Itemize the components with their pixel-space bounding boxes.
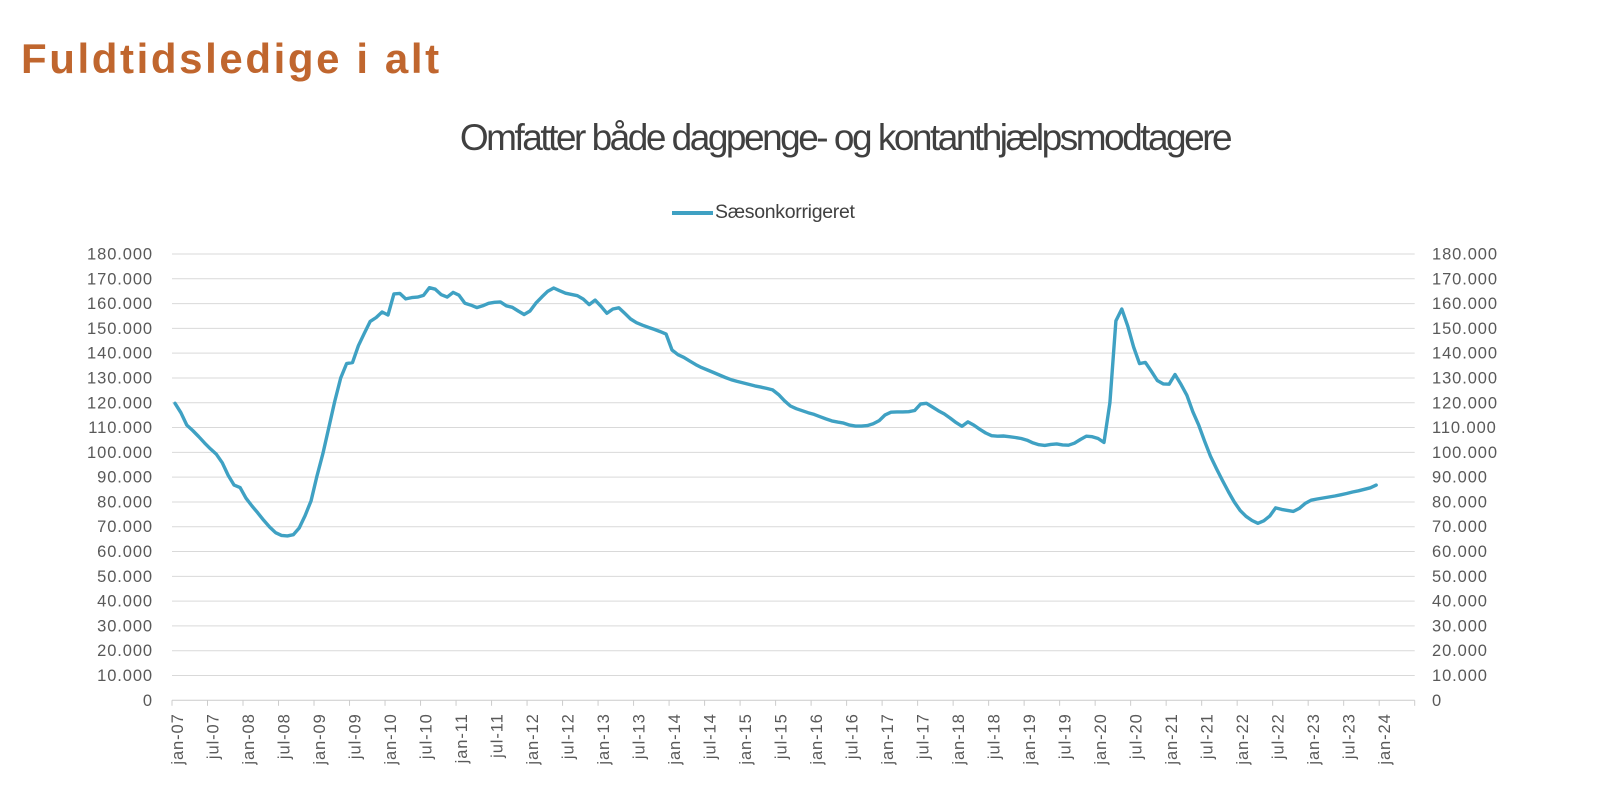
svg-text:170.000: 170.000	[87, 270, 153, 288]
svg-text:60.000: 60.000	[1432, 543, 1488, 561]
svg-text:50.000: 50.000	[97, 568, 153, 586]
svg-text:0: 0	[143, 692, 153, 710]
svg-text:jan-14: jan-14	[666, 713, 684, 765]
svg-text:130.000: 130.000	[1432, 370, 1498, 388]
svg-text:jul-18: jul-18	[986, 713, 1004, 760]
svg-text:jan-13: jan-13	[595, 713, 613, 765]
svg-text:110.000: 110.000	[88, 419, 153, 437]
svg-text:30.000: 30.000	[97, 617, 153, 635]
svg-text:jul-10: jul-10	[418, 713, 436, 760]
svg-text:90.000: 90.000	[97, 469, 153, 487]
svg-text:150.000: 150.000	[87, 320, 153, 338]
svg-text:40.000: 40.000	[97, 593, 153, 611]
svg-text:jul-14: jul-14	[702, 713, 720, 760]
svg-text:jan-07: jan-07	[169, 713, 187, 765]
svg-text:jan-22: jan-22	[1234, 713, 1252, 765]
svg-text:40.000: 40.000	[1432, 593, 1488, 611]
svg-text:jul-07: jul-07	[205, 713, 223, 760]
svg-text:jul-22: jul-22	[1270, 713, 1288, 760]
svg-text:jul-13: jul-13	[631, 713, 649, 760]
svg-text:jul-11: jul-11	[489, 713, 507, 759]
svg-text:jul-12: jul-12	[560, 713, 578, 760]
svg-text:jan-11: jan-11	[453, 713, 471, 764]
svg-text:jan-24: jan-24	[1376, 713, 1394, 765]
svg-text:jul-20: jul-20	[1128, 713, 1146, 760]
svg-text:jan-23: jan-23	[1305, 713, 1323, 765]
svg-text:jan-20: jan-20	[1092, 713, 1110, 765]
svg-text:30.000: 30.000	[1432, 617, 1488, 635]
svg-text:jan-17: jan-17	[879, 713, 897, 765]
svg-text:150.000: 150.000	[1432, 320, 1498, 338]
svg-text:180.000: 180.000	[87, 246, 153, 264]
svg-text:100.000: 100.000	[87, 444, 153, 462]
svg-text:70.000: 70.000	[1432, 518, 1488, 536]
svg-text:50.000: 50.000	[1432, 568, 1488, 586]
svg-text:160.000: 160.000	[87, 295, 153, 313]
svg-text:90.000: 90.000	[1432, 469, 1488, 487]
svg-text:20.000: 20.000	[97, 642, 153, 660]
svg-text:jan-15: jan-15	[737, 713, 755, 765]
svg-text:jan-18: jan-18	[950, 713, 968, 765]
svg-text:jul-17: jul-17	[915, 713, 933, 760]
svg-text:140.000: 140.000	[1432, 345, 1498, 363]
svg-text:80.000: 80.000	[1432, 493, 1488, 511]
svg-text:160.000: 160.000	[1432, 295, 1498, 313]
svg-text:170.000: 170.000	[1432, 270, 1498, 288]
svg-text:jul-21: jul-21	[1199, 713, 1217, 760]
svg-text:jul-09: jul-09	[347, 713, 365, 760]
svg-text:jul-15: jul-15	[773, 713, 791, 760]
svg-text:jan-08: jan-08	[240, 713, 258, 765]
svg-text:120.000: 120.000	[87, 394, 153, 412]
svg-text:180.000: 180.000	[1432, 246, 1498, 264]
svg-text:10.000: 10.000	[97, 667, 153, 685]
svg-text:jan-12: jan-12	[524, 713, 542, 765]
svg-text:20.000: 20.000	[1432, 642, 1488, 660]
svg-text:80.000: 80.000	[97, 493, 153, 511]
svg-text:jan-21: jan-21	[1163, 713, 1181, 765]
svg-text:jul-19: jul-19	[1057, 713, 1075, 760]
svg-text:jan-16: jan-16	[808, 713, 826, 765]
svg-text:10.000: 10.000	[1432, 667, 1488, 685]
svg-text:jan-19: jan-19	[1021, 713, 1039, 765]
svg-text:130.000: 130.000	[87, 370, 153, 388]
svg-text:60.000: 60.000	[97, 543, 153, 561]
svg-text:jan-09: jan-09	[311, 713, 329, 765]
svg-text:140.000: 140.000	[87, 345, 153, 363]
svg-text:jan-10: jan-10	[382, 713, 400, 765]
svg-text:jul-23: jul-23	[1341, 713, 1359, 760]
svg-text:0: 0	[1432, 692, 1442, 710]
svg-text:70.000: 70.000	[97, 518, 153, 536]
svg-text:jul-16: jul-16	[844, 713, 862, 760]
svg-text:110.000: 110.000	[1432, 419, 1497, 437]
svg-text:jul-08: jul-08	[276, 713, 294, 760]
svg-text:120.000: 120.000	[1432, 394, 1498, 412]
svg-text:100.000: 100.000	[1432, 444, 1498, 462]
